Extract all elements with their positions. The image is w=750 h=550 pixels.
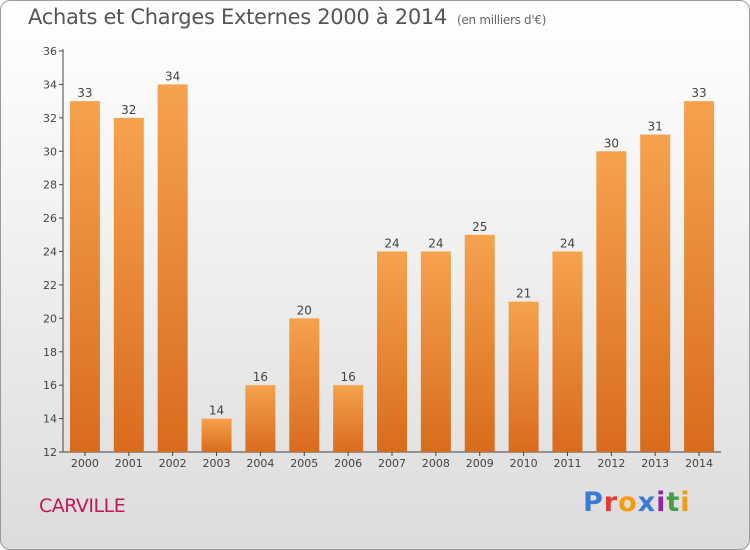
y-tick-label: 12 [43,446,57,459]
place-name: CARVILLE [39,495,126,517]
logo-letter: o [618,487,638,518]
bar-value-label: 20 [297,303,312,317]
bar-2003 [201,418,232,452]
bar-2001 [113,117,144,452]
bar-2013 [640,134,671,452]
logo-letter: r [603,487,619,518]
x-tick-label: 2014 [685,457,713,470]
x-tick-label: 2003 [203,457,231,470]
bar-2000 [69,101,100,452]
x-tick-label: 2000 [71,457,99,470]
bar-value-label: 25 [472,220,487,234]
bar-value-label: 14 [209,404,224,418]
proxiti-logo: Proxiti [583,487,691,518]
y-tick-label: 16 [43,379,57,392]
bar-value-label: 32 [121,103,136,117]
bar-2006 [333,385,364,452]
y-tick-label: 22 [43,279,57,292]
chart-title-text: Achats et Charges Externes 2000 à 2014 [28,5,448,29]
y-tick-label: 28 [43,179,57,192]
bar-2007 [377,251,407,452]
logo-letter: i [680,487,691,518]
x-tick-label: 2007 [378,457,406,470]
bar-value-label: 31 [648,120,663,134]
bar-2012 [596,151,627,452]
y-tick-label: 36 [43,45,57,58]
y-tick-label: 14 [43,413,57,426]
bar-2004 [245,385,276,452]
y-tick-label: 20 [43,312,57,325]
y-tick-label: 18 [43,346,57,359]
y-tick-label: 32 [43,112,57,125]
y-tick-label: 34 [43,78,57,91]
bar-value-label: 24 [384,237,399,251]
bar-value-label: 24 [560,237,575,251]
chart-title: Achats et Charges Externes 2000 à 2014 (e… [28,5,546,29]
bar-value-label: 33 [77,86,92,100]
bar-2005 [289,318,320,452]
x-tick-label: 2011 [553,457,581,470]
bar-2010 [508,301,539,452]
bar-value-label: 16 [253,370,268,384]
logo-letter: t [666,487,681,518]
bar-value-label: 24 [428,237,443,251]
bar-value-label: 30 [604,136,619,150]
x-tick-label: 2010 [510,457,538,470]
x-tick-label: 2012 [597,457,625,470]
y-tick-label: 26 [43,212,57,225]
logo-letter: x [637,487,657,518]
x-tick-label: 2005 [290,457,318,470]
x-tick-label: 2004 [246,457,274,470]
chart-unit: (en milliers d'€) [457,13,547,27]
bar-value-label: 34 [165,69,180,83]
x-tick-label: 2006 [334,457,362,470]
bar-value-label: 16 [340,370,355,384]
x-tick-label: 2002 [159,457,187,470]
y-tick-label: 24 [43,246,57,259]
x-tick-label: 2013 [641,457,669,470]
x-tick-label: 2009 [466,457,494,470]
bar-2002 [157,84,188,453]
x-tick-label: 2001 [115,457,143,470]
logo-letter: P [583,487,604,518]
bar-value-label: 21 [516,287,531,301]
y-tick-label: 30 [43,145,57,158]
bar-2011 [552,251,583,452]
logo-letter: i [656,487,667,518]
x-tick-label: 2008 [422,457,450,470]
bar-2009 [464,234,495,452]
bar-value-label: 33 [691,86,706,100]
axes: 12 14 16 18 20 22 24 26 28 30 32 34 36 2000 2001 2002 20… [43,45,721,470]
bars [69,84,715,453]
bar-2008 [420,251,451,452]
bar-2014 [684,101,715,452]
data-labels: 33 32 34 14 16 20 16 24 24 25 21 24 30 31 33 [77,69,706,417]
